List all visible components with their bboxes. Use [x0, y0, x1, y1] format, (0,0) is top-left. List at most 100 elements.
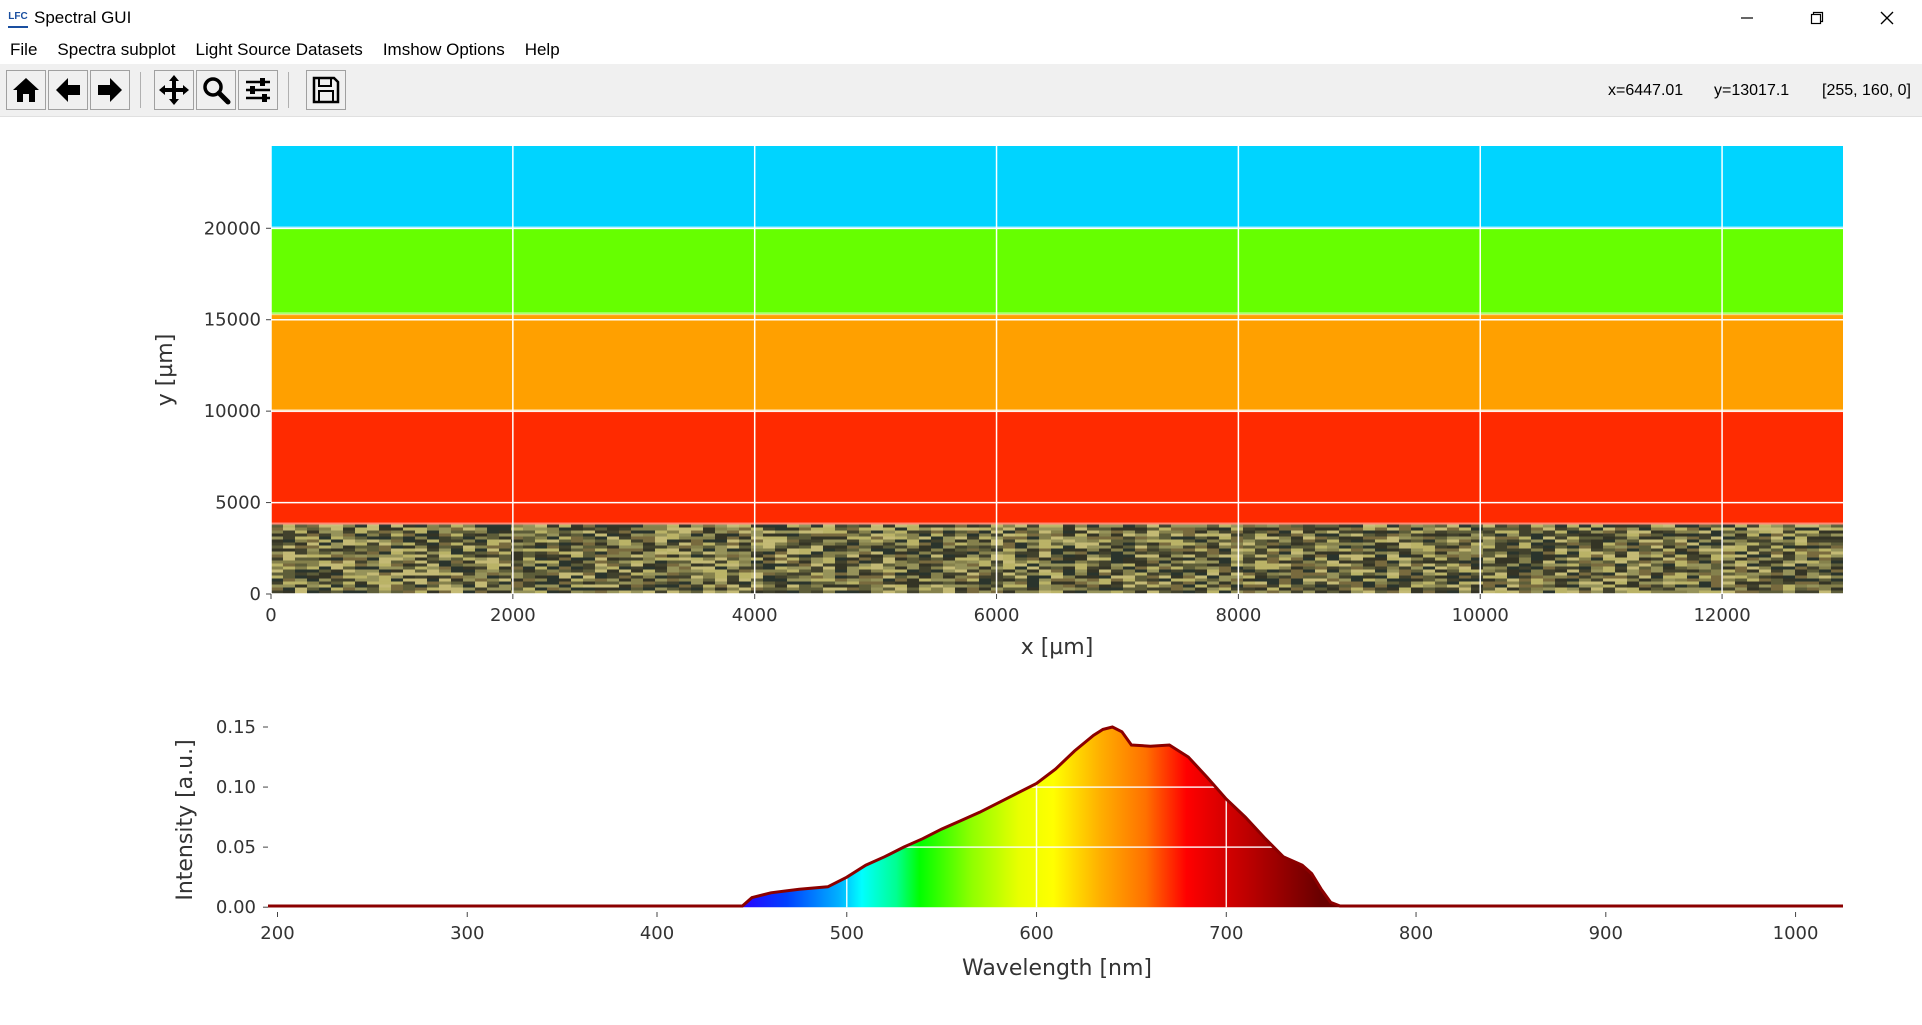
heatmap-noise-cell — [799, 590, 811, 594]
heatmap-noise-cell — [1351, 563, 1363, 567]
heatmap-noise-cell — [1147, 569, 1159, 573]
heatmap-noise-cell — [355, 524, 367, 528]
heatmap-noise-cell — [1327, 563, 1339, 567]
heatmap-noise-cell — [619, 530, 631, 534]
figure-canvas[interactable]: x [µm] y [µm] 0 2000 4000 6000 8000 10000 1200… — [0, 117, 1922, 1020]
restore-button[interactable] — [1782, 0, 1852, 36]
heatmap-noise-cell — [667, 575, 679, 579]
heatmap-noise-cell — [571, 527, 583, 531]
heatmap-noise-cell — [487, 581, 499, 585]
heatmap-noise-cell — [1771, 530, 1783, 534]
heatmap-noise-cell — [1639, 560, 1651, 564]
heatmap-noise-cell — [895, 548, 907, 552]
heatmap-noise-cell — [1315, 539, 1327, 543]
menu-imshow-options[interactable]: Imshow Options — [382, 40, 505, 59]
heatmap-noise-cell — [439, 545, 451, 549]
heatmap-noise-cell — [1783, 545, 1795, 549]
heatmap-noise-cell — [1543, 575, 1555, 579]
app-icon: LFC — [8, 8, 28, 28]
heatmap-noise-cell — [1831, 551, 1843, 555]
heatmap-noise-cell — [1771, 560, 1783, 564]
heatmap-noise-cell — [691, 527, 703, 531]
heatmap-noise-cell — [931, 584, 943, 588]
heatmap-noise-cell — [547, 569, 559, 573]
heatmap-noise-cell — [871, 545, 883, 549]
heatmap-noise-cell — [427, 536, 439, 540]
heatmap-noise-cell — [1459, 551, 1471, 555]
heatmap-noise-cell — [463, 587, 475, 591]
heatmap-noise-cell — [523, 566, 535, 570]
heatmap-noise-cell — [763, 557, 775, 561]
heatmap-noise-cell — [355, 533, 367, 537]
heatmap-noise-cell — [451, 557, 463, 561]
heatmap-noise-cell — [847, 563, 859, 567]
heatmap-noise-cell — [535, 560, 547, 564]
heatmap-noise-cell — [1327, 527, 1339, 531]
heatmap-noise-cell — [1423, 584, 1435, 588]
heatmap-noise-cell — [1651, 539, 1663, 543]
spectrum-plot[interactable] — [268, 710, 1843, 908]
heatmap-noise-cell — [1195, 569, 1207, 573]
heatmap-noise-cell — [559, 524, 571, 528]
heatmap-noise-cell — [1291, 551, 1303, 555]
pan-button[interactable] — [154, 70, 194, 110]
forward-button[interactable] — [90, 70, 130, 110]
heatmap-noise-cell — [475, 569, 487, 573]
heatmap-noise-cell — [691, 539, 703, 543]
heatmap-noise-cell — [691, 533, 703, 537]
heatmap-band — [271, 411, 1843, 525]
heatmap-noise-cell — [1783, 563, 1795, 567]
save-button[interactable] — [306, 70, 346, 110]
restore-icon — [1810, 11, 1824, 25]
heatmap-noise-cell — [727, 533, 739, 537]
heatmap-noise-cell — [1315, 560, 1327, 564]
heatmap-noise-cell — [1447, 530, 1459, 534]
heatmap-noise-cell — [355, 572, 367, 576]
zoom-button[interactable] — [196, 70, 236, 110]
heatmap-noise-cell — [511, 581, 523, 585]
heatmap-noise-cell — [1339, 545, 1351, 549]
heatmap-noise-cell — [727, 563, 739, 567]
heatmap-noise-cell — [1087, 587, 1099, 591]
heatmap-noise-cell — [691, 566, 703, 570]
minimize-button[interactable] — [1712, 0, 1782, 36]
heatmap-noise-cell — [367, 557, 379, 561]
heatmap-noise-cell — [463, 557, 475, 561]
heatmap-noise-cell — [883, 545, 895, 549]
heatmap-noise-cell — [295, 560, 307, 564]
figure-svg[interactable]: x [µm] y [µm] 0 2000 4000 6000 8000 10000 1200… — [0, 117, 1922, 1020]
heatmap-noise-cell — [1507, 590, 1519, 594]
heatmap-noise-cell — [343, 569, 355, 573]
heatmap-noise-cell — [631, 581, 643, 585]
heatmap-noise-cell — [1243, 536, 1255, 540]
heatmap-noise-cell — [1027, 590, 1039, 594]
heatmap-noise-cell — [487, 590, 499, 594]
heatmap-noise-cell — [559, 548, 571, 552]
menu-file[interactable]: File — [10, 40, 38, 59]
heatmap-noise-cell — [619, 566, 631, 570]
menu-help[interactable]: Help — [524, 40, 560, 59]
configure-subplots-button[interactable] — [238, 70, 278, 110]
heatmap-noise-cell — [1687, 566, 1699, 570]
heatmap-noise-cell — [283, 548, 295, 552]
home-button[interactable] — [6, 70, 46, 110]
heatmap-noise-cell — [967, 560, 979, 564]
heatmap-noise-cell — [655, 578, 667, 582]
heatmap-noise-cell — [823, 587, 835, 591]
heatmap-noise-cell — [559, 551, 571, 555]
heatmap-noise-cell — [307, 578, 319, 582]
heatmap-noise-cell — [1699, 551, 1711, 555]
back-button[interactable] — [48, 70, 88, 110]
heatmap-noise-cell — [1351, 551, 1363, 555]
heatmap-noise-cell — [967, 563, 979, 567]
close-button[interactable] — [1852, 0, 1922, 36]
heatmap-noise-cell — [1315, 542, 1327, 546]
heatmap-noise-cell — [763, 587, 775, 591]
heatmap-noise-cell — [1075, 536, 1087, 540]
heatmap-noise-cell — [607, 581, 619, 585]
menu-light-source-datasets[interactable]: Light Source Datasets — [195, 40, 363, 59]
menu-spectra-subplot[interactable]: Spectra subplot — [57, 40, 176, 59]
heatmap-noise-cell — [1591, 578, 1603, 582]
heatmap-plot[interactable] — [271, 146, 1843, 597]
heatmap-noise-cell — [295, 554, 307, 558]
